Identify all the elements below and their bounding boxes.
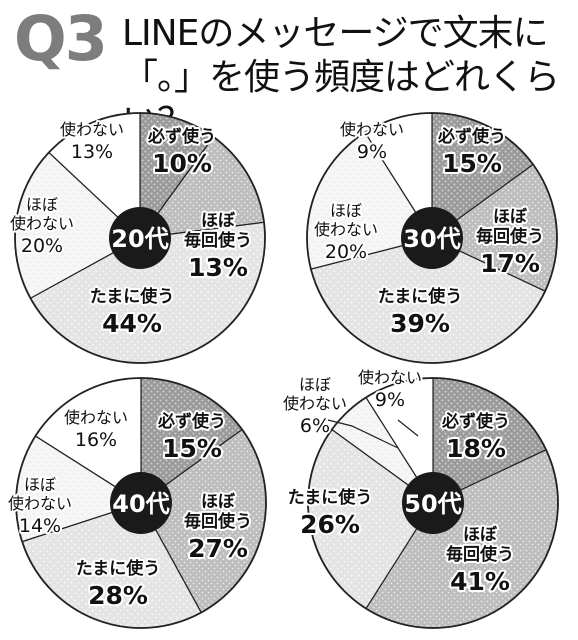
age-label: 30代 xyxy=(403,225,460,253)
slice-label: 必ず使う xyxy=(157,411,226,432)
slice-value: 17% xyxy=(480,249,540,278)
slice-label: ほぼ xyxy=(24,475,56,494)
slice-value: 6% xyxy=(300,415,330,437)
page-title: LINEのメッセージで文末に 「。」を使う頻度はどれくらい？ xyxy=(122,13,560,142)
slice-label: たまに使う xyxy=(76,558,161,579)
slice-label: 毎回使う xyxy=(184,511,252,532)
slice-label: 使わない xyxy=(314,220,378,239)
slice-value: 26% xyxy=(300,510,360,539)
leader-line-rarely xyxy=(327,419,399,449)
pie-outline xyxy=(306,112,558,364)
slice-label: ほぼ xyxy=(330,201,362,220)
leader-line-never xyxy=(397,419,419,437)
slice-value: 39% xyxy=(390,309,450,338)
header: Q3 LINEのメッセージで文末に 「。」を使う頻度はどれくらい？ xyxy=(0,0,578,143)
slice-label: 必ず使う xyxy=(437,126,506,147)
slice-label: ほぼ xyxy=(201,492,236,512)
slice-value: 13% xyxy=(188,253,248,282)
slice-label: ほぼ xyxy=(299,375,331,394)
slice-label: ほぼ xyxy=(26,195,58,214)
age-label: 20代 xyxy=(111,225,168,253)
pie-chart-4: 50代必ず使う18%ほぼ毎回使う41%たまに使う26%ほぼ使わない6%使わない9… xyxy=(281,366,559,629)
slice-value: 16% xyxy=(75,429,117,451)
slice-value: 44% xyxy=(102,309,162,338)
slice-label: ほぼ xyxy=(493,207,528,227)
slice-label: 使わない xyxy=(8,494,72,513)
pie-outline xyxy=(15,377,267,629)
age-label: 40代 xyxy=(112,490,169,518)
slice-value: 15% xyxy=(162,434,222,463)
pie-outline xyxy=(307,377,559,629)
slice-value: 10% xyxy=(152,149,212,178)
slice-label: 使わない xyxy=(340,120,404,139)
slice-label: ほぼ xyxy=(463,525,498,545)
slice-value: 28% xyxy=(88,581,148,610)
slice-label: 必ず使う xyxy=(441,411,510,432)
slice-label: 毎回使う xyxy=(476,226,544,247)
slice-value: 15% xyxy=(442,149,502,178)
slice-label: 毎回使う xyxy=(446,544,514,565)
age-label: 50代 xyxy=(404,490,461,518)
slice-label: 使わない xyxy=(60,120,124,139)
leader-lines xyxy=(327,419,419,449)
slice-value: 9% xyxy=(375,389,405,411)
slice-label: 使わない xyxy=(283,394,347,413)
slice-value: 9% xyxy=(357,141,387,163)
slice-label: 必ず使う xyxy=(147,126,216,147)
question-number: Q3 xyxy=(14,2,108,75)
slice-label: たまに使う xyxy=(288,487,373,508)
slice-value: 18% xyxy=(446,434,506,463)
age-badge xyxy=(110,472,172,534)
slice-label: 毎回使う xyxy=(184,230,252,251)
pie-chart-1: 20代必ず使う10%ほぼ毎回使う13%たまに使う44%ほぼ使わない20%使わない… xyxy=(8,112,266,364)
age-badge xyxy=(402,472,464,534)
slice-value: 13% xyxy=(71,141,113,163)
slice-label: ほぼ xyxy=(201,211,236,231)
pie-outline xyxy=(14,112,266,364)
slice-label: たまに使う xyxy=(90,286,175,307)
slice-value: 20% xyxy=(21,235,63,257)
slice-value: 41% xyxy=(450,567,510,596)
age-badge xyxy=(401,207,463,269)
slice-label: 使わない xyxy=(64,408,128,427)
slice-value: 20% xyxy=(325,241,367,263)
pie-chart-3: 40代必ず使う15%ほぼ毎回使う27%たまに使う28%ほぼ使わない14%使わない… xyxy=(6,377,267,629)
pie-chart-2: 30代必ず使う15%ほぼ毎回使う17%たまに使う39%ほぼ使わない20%使わない… xyxy=(306,112,558,364)
slice-label: たまに使う xyxy=(378,286,463,307)
age-badge xyxy=(109,207,171,269)
slice-value: 14% xyxy=(19,515,61,537)
slice-label: 使わない xyxy=(10,214,74,233)
slice-label: 使わない xyxy=(358,368,422,387)
slice-value: 27% xyxy=(188,534,248,563)
